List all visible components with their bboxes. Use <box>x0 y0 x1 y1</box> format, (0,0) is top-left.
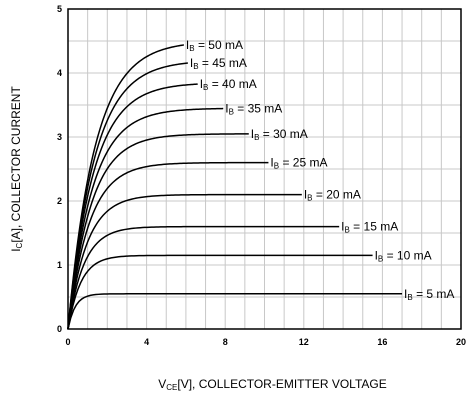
curve-label: IB = 30 mA <box>251 127 308 142</box>
y-tick-label: 5 <box>57 4 62 14</box>
curve-ib-6 <box>67 133 249 330</box>
curve-label: IB = 40 mA <box>200 77 257 92</box>
x-tick-label: 12 <box>299 337 309 347</box>
x-axis-title: VCE[V], COLLECTOR-EMITTER VOLTAGE <box>158 377 387 392</box>
curve-ib-1 <box>67 293 403 330</box>
curve-label: IB = 20 mA <box>304 188 361 203</box>
y-axis-title: IC[A], COLLECTOR CURRENT <box>9 86 24 252</box>
curve-label: IB = 35 mA <box>225 102 282 117</box>
x-tick-label: 20 <box>456 337 466 347</box>
curve-label: IB = 45 mA <box>190 56 247 71</box>
curve-ib-3 <box>67 225 340 330</box>
y-tick-label: 1 <box>57 260 62 270</box>
curve-label: IB = 15 mA <box>341 220 398 235</box>
curve-ib-4 <box>67 193 302 330</box>
x-tick-label: 16 <box>377 337 387 347</box>
curve-label: IB = 5 mA <box>404 287 454 302</box>
curve-ib-2 <box>67 254 373 330</box>
y-tick-label: 4 <box>57 68 62 78</box>
curve-ib-7 <box>67 107 224 330</box>
curve-label: IB = 25 mA <box>270 156 327 171</box>
curve-ib-10 <box>67 44 185 330</box>
y-tick-label: 3 <box>57 132 62 142</box>
curve-ib-8 <box>67 83 198 330</box>
plot-frame <box>67 8 462 330</box>
y-tick-label: 2 <box>57 196 62 206</box>
curve-ib-5 <box>67 161 269 330</box>
x-tick-label: 8 <box>223 337 228 347</box>
curve-label: IB = 10 mA <box>375 248 432 263</box>
curve-ib-9 <box>67 62 188 330</box>
curve-label: IB = 50 mA <box>186 38 243 53</box>
y-tick-label: 0 <box>57 324 62 334</box>
x-tick-label: 0 <box>65 337 70 347</box>
x-tick-label: 4 <box>144 337 149 347</box>
